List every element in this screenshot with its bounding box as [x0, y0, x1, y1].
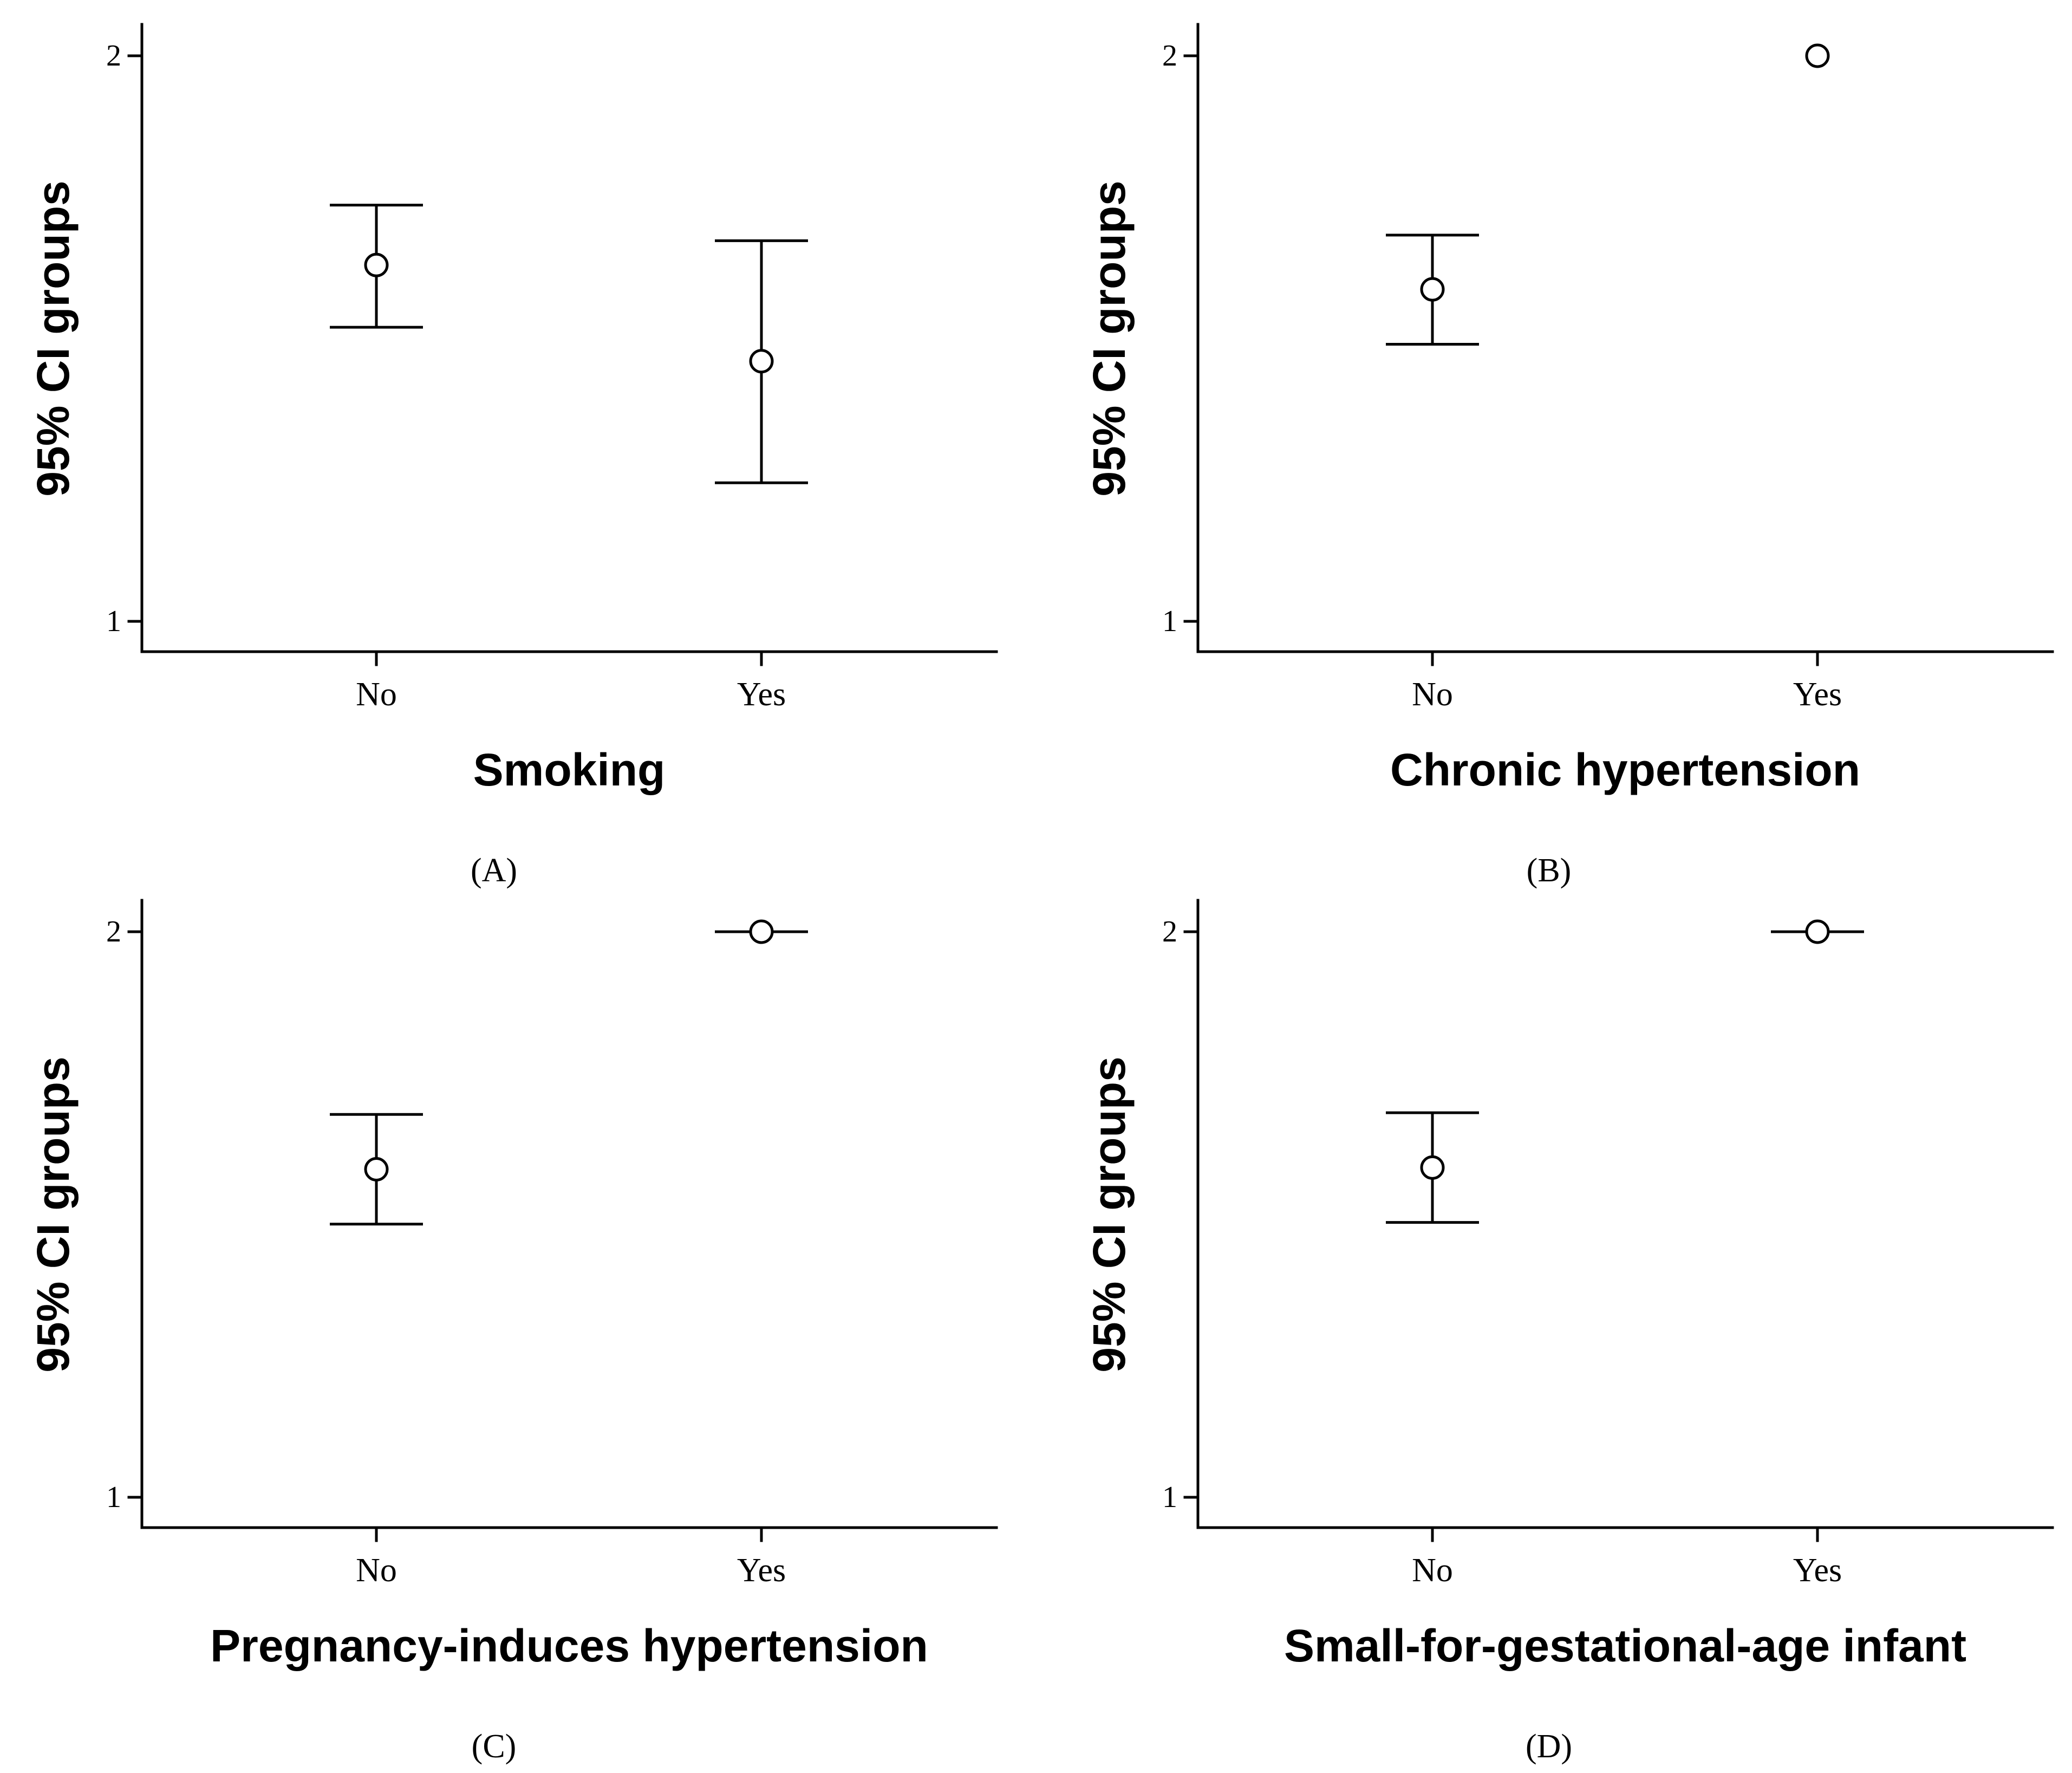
mean-point	[1805, 43, 1830, 68]
mean-point	[364, 1157, 389, 1181]
y-tick-label: 2	[106, 915, 121, 949]
y-axis-title: 95% CI groups	[1084, 1056, 1135, 1372]
y-tick-label: 1	[1162, 605, 1177, 638]
x-axis-title: Smoking	[473, 744, 666, 795]
x-tick-label: Yes	[1793, 676, 1842, 713]
panel-label: (D)	[1526, 1728, 1572, 1765]
y-axis-title: 95% CI groups	[28, 180, 79, 496]
x-tick-label: Yes	[1793, 1552, 1842, 1589]
y-tick-label: 1	[106, 1480, 121, 1514]
x-tick-label: No	[356, 676, 397, 713]
x-axis-title: Chronic hypertension	[1390, 744, 1860, 795]
y-tick-label: 1	[106, 605, 121, 638]
mean-point	[749, 919, 774, 944]
panel-label: (B)	[1527, 852, 1572, 889]
mean-point	[364, 252, 389, 277]
y-tick-label: 2	[1162, 39, 1177, 73]
y-tick-label: 1	[1162, 1480, 1177, 1514]
x-tick-label: Yes	[737, 676, 786, 713]
panel-label: (A)	[471, 852, 517, 889]
panel-d: 1 2 No Yes 95% CI groups Small-for-gestationa…	[1084, 899, 2054, 1765]
panel-c: 1 2 No Yes 95% CI groups Pregnancy-induces hy…	[28, 899, 998, 1765]
x-tick-label: No	[1412, 676, 1453, 713]
x-tick-label: No	[356, 1552, 397, 1589]
x-tick-label: Yes	[737, 1552, 786, 1589]
y-tick-label: 2	[1162, 915, 1177, 949]
panel-a: 1 2 No Yes 95% CI groups Smoking (A)	[28, 23, 998, 889]
panel-b: 1 2 No Yes 95% CI groups Chronic hypertension…	[1084, 23, 2054, 889]
x-tick-label: No	[1412, 1552, 1453, 1589]
x-axis-title: Small-for-gestational-age infant	[1284, 1620, 1966, 1671]
mean-point	[749, 349, 774, 374]
y-axis-title: 95% CI groups	[1084, 180, 1135, 496]
y-tick-label: 2	[106, 39, 121, 73]
y-axis-title: 95% CI groups	[28, 1056, 79, 1372]
x-axis-title: Pregnancy-induces hypertension	[210, 1620, 928, 1671]
panel-label: (C)	[472, 1728, 517, 1765]
mean-point	[1420, 1155, 1445, 1180]
mean-point	[1420, 277, 1445, 302]
mean-point	[1805, 919, 1830, 944]
